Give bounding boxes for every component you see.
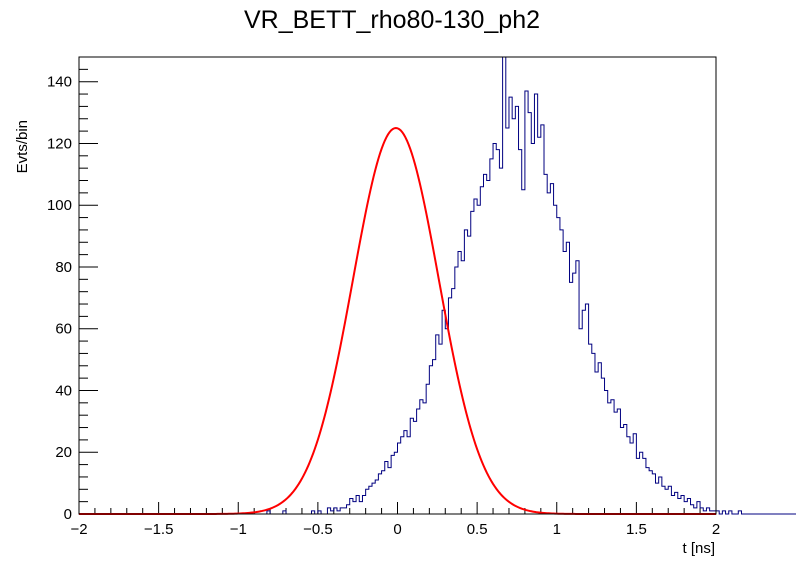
x-axis-title: t [ns] [682,540,715,557]
y-tick-label: 140 [47,74,72,91]
x-tick-label: −1 [230,521,247,538]
x-tick-label: 0 [393,521,401,538]
y-tick-label: 60 [55,321,72,338]
y-tick-label: 40 [55,382,72,399]
y-tick-label: 100 [47,197,72,214]
x-tick-label: −0.5 [303,521,333,538]
y-tick-label: 120 [47,135,72,152]
x-tick-label: −2 [70,521,87,538]
histogram-series [79,56,796,515]
x-tick-label: −1.5 [144,521,174,538]
y-axis-title: Evts/bin [14,120,31,173]
y-tick-label: 80 [55,259,72,276]
x-tick-label: 2 [712,521,720,538]
y-tick-label: 0 [64,506,72,523]
x-tick-label: 1 [553,521,561,538]
x-tick-label: 0.5 [467,521,488,538]
x-tick-label: 1.5 [626,521,647,538]
plot-frame [78,56,717,515]
y-tick-label: 20 [55,444,72,461]
chart-title: VR_BETT_rho80-130_ph2 [244,6,540,34]
